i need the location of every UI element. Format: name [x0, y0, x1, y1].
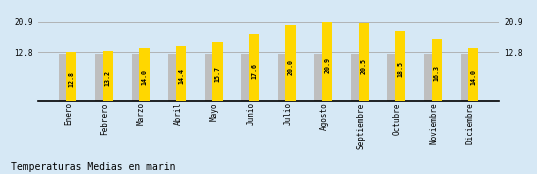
Bar	[249, 34, 259, 101]
Bar	[359, 23, 369, 101]
Bar	[139, 48, 150, 101]
Text: 12.8: 12.8	[68, 71, 74, 87]
Bar	[424, 54, 434, 101]
Text: 15.7: 15.7	[214, 66, 221, 82]
Text: 17.6: 17.6	[251, 63, 257, 79]
Bar	[395, 31, 405, 101]
Text: Temperaturas Medias en marin: Temperaturas Medias en marin	[11, 162, 175, 172]
Bar	[66, 53, 76, 101]
Bar	[241, 54, 251, 101]
Text: 16.3: 16.3	[434, 65, 440, 81]
Text: 20.0: 20.0	[288, 59, 294, 75]
Bar	[322, 22, 332, 101]
Bar	[286, 25, 296, 101]
Text: 18.5: 18.5	[397, 61, 403, 77]
Text: 20.5: 20.5	[361, 58, 367, 74]
Bar	[168, 54, 178, 101]
Text: 20.9: 20.9	[324, 57, 330, 73]
Text: 13.2: 13.2	[105, 70, 111, 86]
Bar	[278, 54, 288, 101]
Text: 14.4: 14.4	[178, 68, 184, 84]
Bar	[387, 54, 398, 101]
Bar	[205, 54, 215, 101]
Bar	[432, 39, 442, 101]
Bar	[132, 54, 142, 101]
Bar	[314, 54, 324, 101]
Bar	[59, 54, 69, 101]
Bar	[213, 42, 223, 101]
Text: 14.0: 14.0	[470, 69, 476, 85]
Text: 14.0: 14.0	[141, 69, 148, 85]
Bar	[95, 54, 105, 101]
Bar	[461, 54, 471, 101]
Bar	[351, 54, 361, 101]
Bar	[468, 48, 478, 101]
Bar	[103, 51, 113, 101]
Bar	[176, 46, 186, 101]
